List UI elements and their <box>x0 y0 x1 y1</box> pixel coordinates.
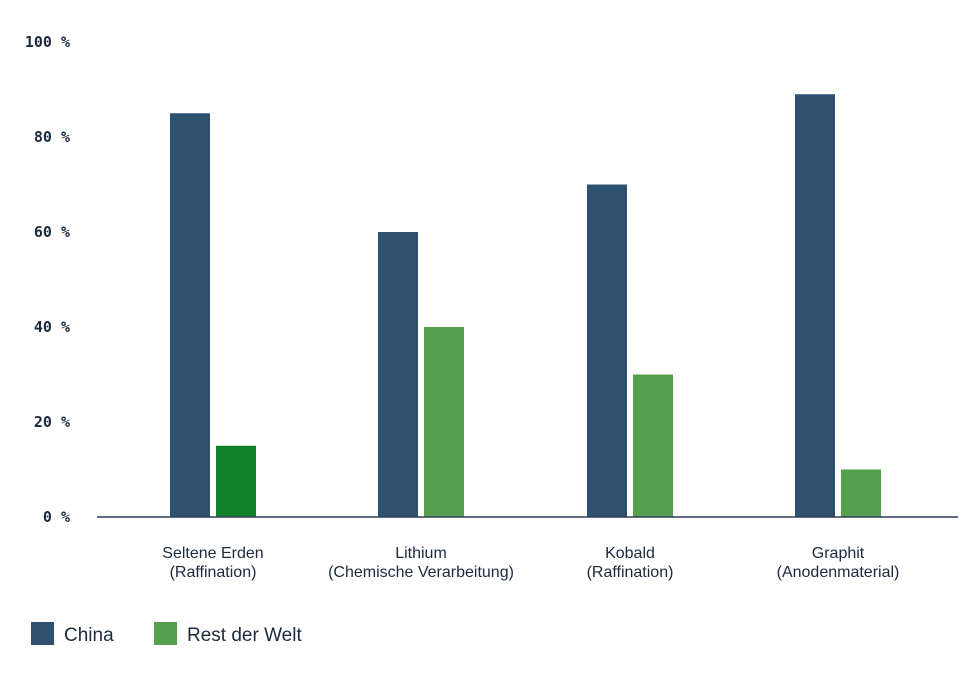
legend-swatch-china <box>31 622 54 645</box>
x-tick-label: Lithium <box>395 545 447 562</box>
x-tick-label: (Anodenmaterial) <box>777 564 900 581</box>
legend-label-rest-der-welt: Rest der Welt <box>187 625 302 646</box>
y-tick-label: 100 % <box>25 33 70 51</box>
x-tick-label: Seltene Erden <box>162 545 263 562</box>
bar-rest-der-welt <box>424 327 464 517</box>
legend-swatch-rest-der-welt <box>154 622 177 645</box>
bar-rest-der-welt <box>841 469 881 517</box>
bar-rest-der-welt <box>633 374 673 517</box>
y-tick-label: 20 % <box>34 413 70 431</box>
bar-rest-der-welt <box>216 445 256 517</box>
bar-china <box>795 94 835 517</box>
x-tick-label: (Chemische Verarbeitung) <box>328 564 514 581</box>
bar-china <box>170 113 210 517</box>
y-tick-label: 60 % <box>34 223 70 241</box>
bar-china <box>378 232 418 517</box>
bar-china <box>587 184 627 517</box>
legend-label-china: China <box>64 625 114 646</box>
y-tick-label: 80 % <box>34 128 70 146</box>
y-tick-label: 0 % <box>43 508 70 526</box>
x-tick-label: Graphit <box>812 545 865 562</box>
x-tick-label: (Raffination) <box>587 564 674 581</box>
y-tick-label: 40 % <box>34 318 70 336</box>
x-tick-label: (Raffination) <box>170 564 257 581</box>
x-tick-label: Kobald <box>605 545 655 562</box>
